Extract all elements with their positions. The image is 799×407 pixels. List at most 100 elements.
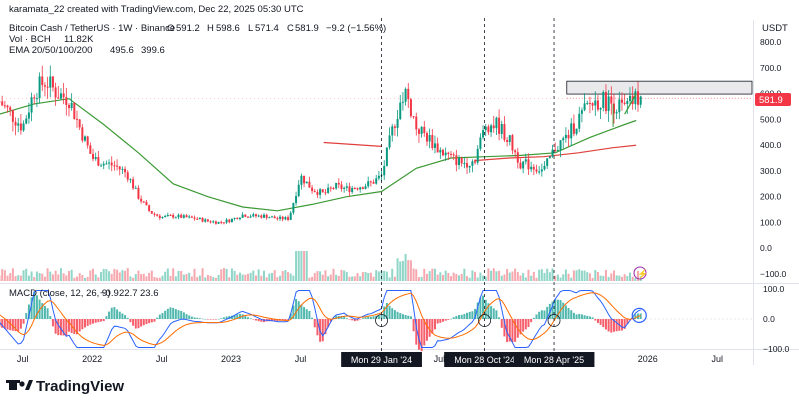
macd-histogram-bar [297,301,300,319]
volume-bar [81,275,84,281]
macd-histogram-bar [460,314,463,319]
candle-body [305,181,308,184]
annotations: ⚡ [323,93,648,280]
macd-histogram-bar [257,319,260,322]
macd-histogram-bar [105,316,108,319]
candle-body [54,87,57,98]
volume-bar [580,270,583,281]
candle-body [137,187,140,199]
macd-histogram-bar [404,315,407,319]
candle-body [511,135,514,151]
candle-body [105,163,108,165]
macd-histogram-bar [67,319,70,332]
volume-bar [86,276,89,281]
macd-histogram-bar [476,302,479,319]
macd-histogram-bar [471,311,474,319]
candle-body [383,165,386,176]
candle-body [458,157,461,166]
candle-body [351,187,354,192]
macd-histogram-bar [559,300,562,319]
alert-icon [633,266,647,280]
macd-histogram-bar [86,319,89,326]
volume-bar [335,274,338,281]
candle-body [30,97,33,113]
volume-bar [522,273,525,281]
volume-bar [217,274,220,281]
macd-histogram-bar [100,319,103,322]
time-tick-label: 2023 [221,354,241,364]
macd-histogram-bar [364,317,367,319]
candle-body [279,216,282,219]
volume-bar [487,268,490,281]
volume-bar [134,274,137,281]
candle-body [524,159,527,162]
volume-bar [105,269,108,281]
volume-bar [276,277,279,281]
volume-bar [230,268,233,281]
volume-bar [369,272,372,281]
candle-body [540,169,543,172]
macd-histogram-bar [73,319,76,335]
volume-bar [11,268,14,281]
macd-histogram-bar [145,319,148,325]
candle-body [455,155,458,166]
candle-body [420,126,423,134]
macd-histogram-bar [46,308,49,319]
volume-bar [185,274,188,281]
candle-body [271,216,274,218]
macd-histogram-bar [158,314,161,319]
ohlc-open-label: O [167,23,174,34]
macd-histogram-bar [527,319,530,327]
candle-body [185,215,188,218]
price-tick-label: 100.0 [760,217,782,227]
candle-body [417,129,420,134]
candle-body [129,179,132,181]
macd-histogram-bar [62,319,65,336]
volume-bar [73,277,76,281]
candle-body [329,187,332,189]
macd-histogram-bar [43,305,46,319]
volume-bar [140,274,143,281]
volume-bar [463,268,466,281]
candle-body [25,118,28,124]
ema-fast-line [0,98,637,212]
macd-histogram-bar [295,298,298,319]
volume-bar [439,272,442,281]
alert-bolt-icon: ⚡ [637,268,648,280]
volume-bar [188,272,191,281]
volume-bar [455,273,458,281]
volume-bar [303,251,306,281]
macd-histogram-bar [401,314,404,319]
volume-bar [604,269,607,281]
candle-body [527,159,530,170]
volume-bar [519,275,522,281]
macd-histogram-bar [6,319,9,330]
macd-histogram-bar [244,315,247,319]
macd-histogram-bar [444,319,447,321]
volume-bar [158,277,161,281]
macd-histogram-bar [335,315,338,319]
candle-body [543,165,546,170]
ohlc-high: 598.6 [216,23,240,34]
volume-bar [196,277,199,281]
volume-bar [214,277,217,281]
macd-histogram-bar [409,316,412,319]
macd-histogram-bar [214,319,217,320]
candle-body [356,188,359,190]
macd-histogram-bar [463,313,466,319]
macd-histogram-bar [447,319,450,320]
ohlc-open: 591.2 [176,23,200,34]
macd-histogram-bar [468,311,471,319]
ema-lines [0,98,637,212]
volume-bar [474,271,477,281]
volume-bar [3,270,6,281]
volume-bar [38,273,41,281]
candle-body [246,216,249,218]
macd-histogram-bar [372,316,375,319]
volume-bar [164,271,167,281]
vol-value: 11.82K [64,34,94,45]
macd-histogram-bar [308,310,311,319]
volume-bar [257,269,260,281]
macd-histogram-bar [222,317,225,319]
volume-bar [353,276,356,281]
